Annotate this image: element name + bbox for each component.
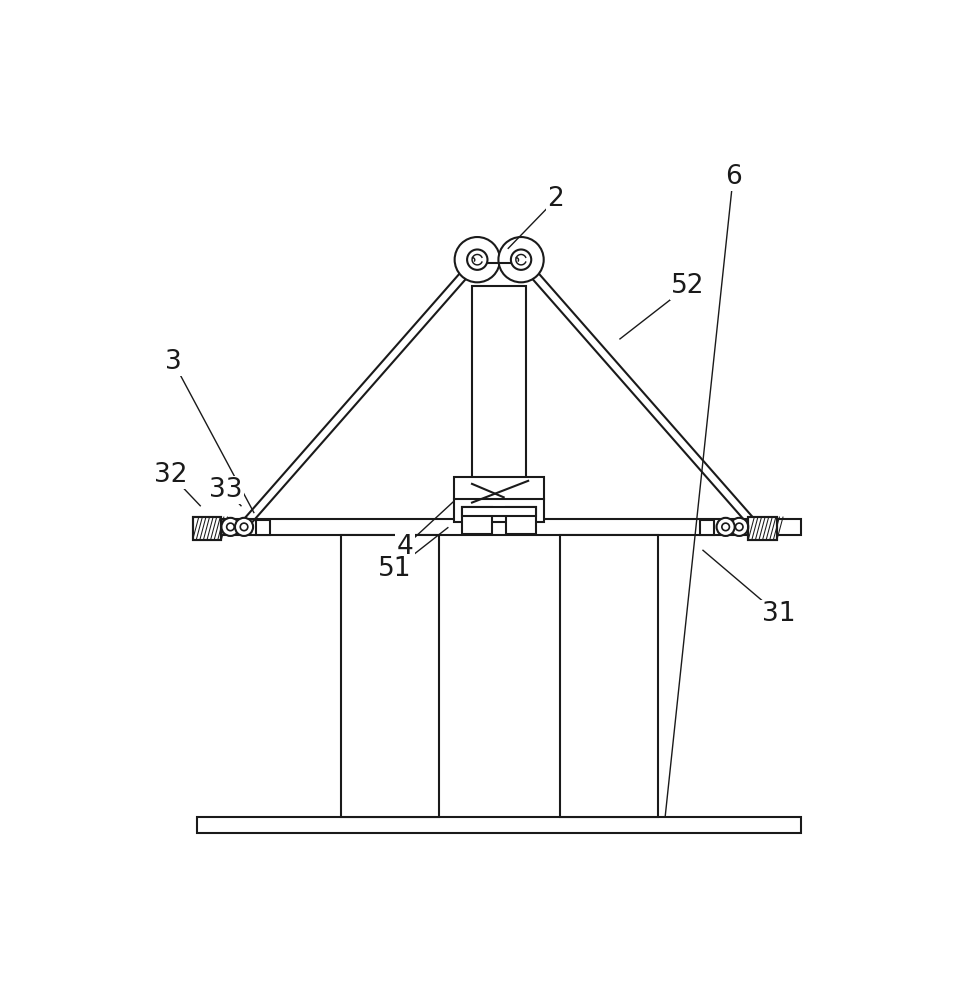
- Circle shape: [468, 249, 487, 270]
- Circle shape: [722, 523, 730, 531]
- Bar: [748, 517, 777, 540]
- Text: 31: 31: [762, 601, 795, 627]
- Bar: [463, 507, 493, 534]
- Bar: [506, 507, 536, 534]
- Text: 33: 33: [209, 477, 243, 503]
- Circle shape: [730, 518, 748, 536]
- Text: 4: 4: [396, 534, 413, 560]
- Text: 32: 32: [154, 462, 188, 488]
- Bar: [463, 507, 536, 516]
- Circle shape: [455, 237, 500, 282]
- Bar: [454, 477, 544, 522]
- Bar: [193, 517, 221, 540]
- Text: 6: 6: [725, 164, 741, 190]
- Bar: [472, 286, 526, 519]
- Text: 52: 52: [671, 273, 704, 299]
- Text: 2: 2: [547, 186, 564, 212]
- Bar: [193, 517, 221, 540]
- Circle shape: [235, 518, 253, 536]
- Text: 51: 51: [378, 556, 412, 582]
- Bar: [748, 517, 777, 540]
- Circle shape: [499, 237, 543, 282]
- Bar: [197, 519, 801, 535]
- Bar: [197, 817, 801, 833]
- Circle shape: [227, 523, 234, 531]
- Circle shape: [241, 523, 247, 531]
- Text: 3: 3: [165, 349, 181, 375]
- Circle shape: [221, 518, 240, 536]
- Circle shape: [511, 249, 531, 270]
- Circle shape: [735, 523, 743, 531]
- Bar: [559, 535, 657, 817]
- Bar: [256, 520, 270, 535]
- Bar: [700, 520, 714, 535]
- Circle shape: [717, 518, 734, 536]
- Bar: [341, 535, 439, 817]
